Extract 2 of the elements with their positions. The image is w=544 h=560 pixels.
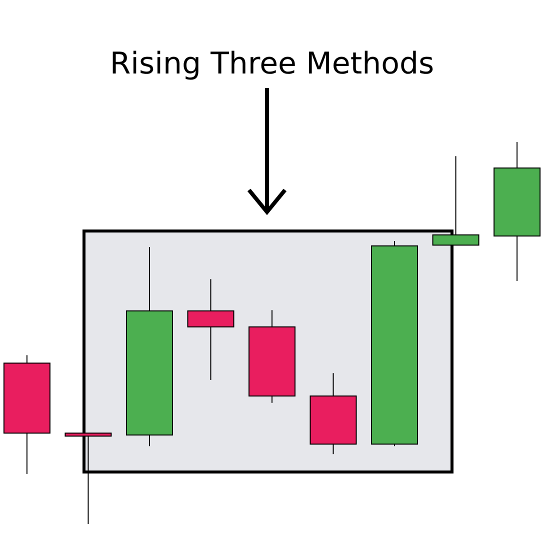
candlestick	[64, 432, 112, 524]
chart-title: Rising Three Methods	[110, 46, 434, 82]
